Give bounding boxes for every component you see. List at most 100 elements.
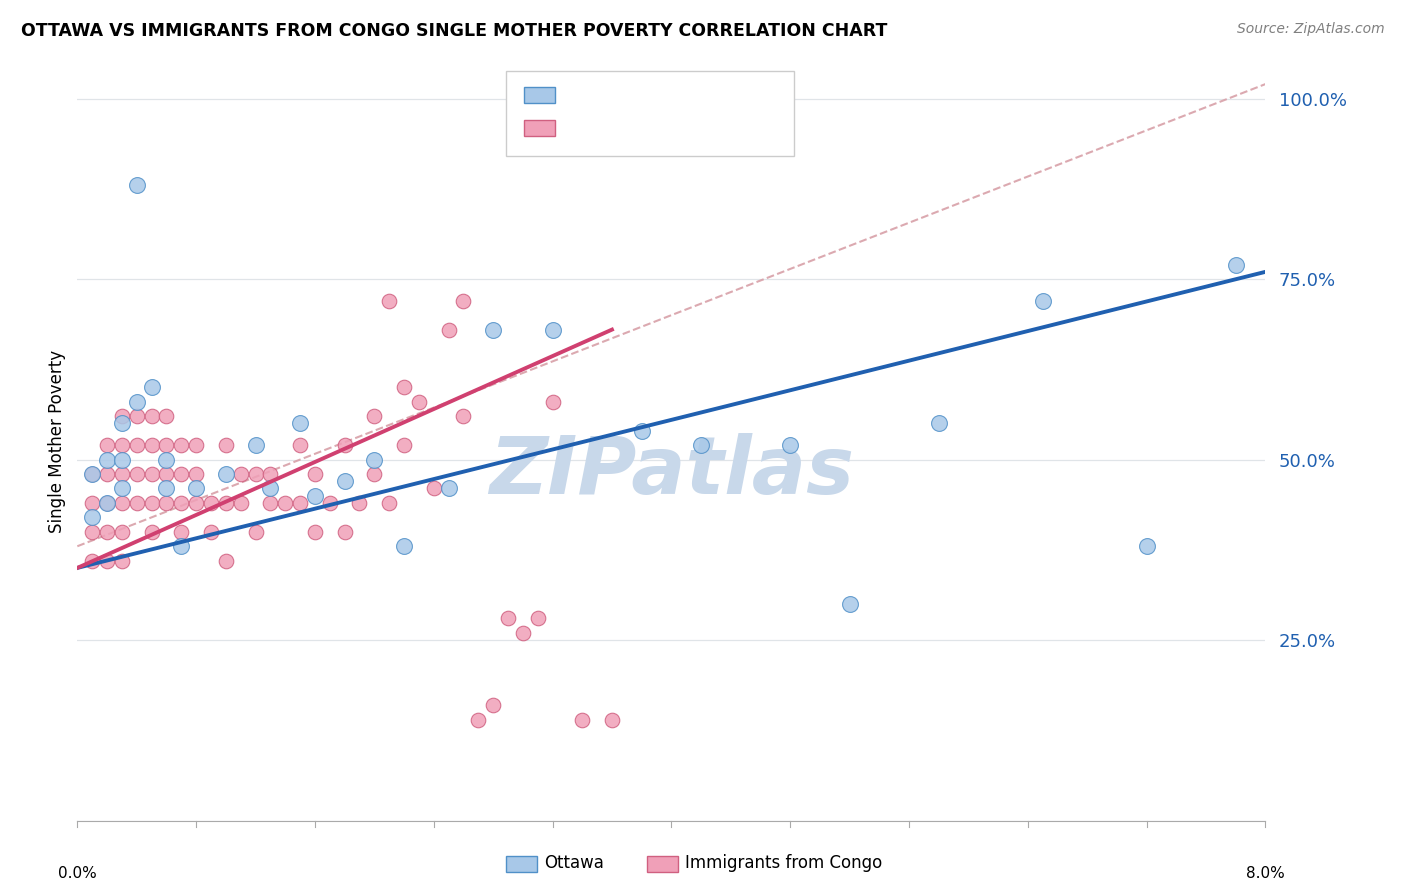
- Point: [155, 496, 177, 510]
- Point: [245, 438, 267, 452]
- Point: [155, 452, 177, 467]
- Point: [259, 496, 281, 510]
- Point: [690, 438, 713, 452]
- Text: R =: R =: [564, 119, 603, 136]
- Point: [467, 713, 489, 727]
- Point: [838, 597, 860, 611]
- Point: [96, 554, 118, 568]
- Point: [186, 482, 208, 496]
- Point: [111, 524, 134, 539]
- Text: 0.422: 0.422: [600, 87, 657, 104]
- Y-axis label: Single Mother Poverty: Single Mother Poverty: [48, 350, 66, 533]
- Point: [82, 524, 104, 539]
- Point: [229, 496, 252, 510]
- Point: [82, 467, 104, 481]
- Point: [1136, 539, 1159, 553]
- Point: [392, 438, 415, 452]
- Point: [378, 293, 401, 308]
- Point: [229, 467, 252, 481]
- Point: [363, 467, 385, 481]
- Point: [96, 452, 118, 467]
- Point: [453, 293, 475, 308]
- Point: [453, 409, 475, 424]
- Text: OTTAWA VS IMMIGRANTS FROM CONGO SINGLE MOTHER POVERTY CORRELATION CHART: OTTAWA VS IMMIGRANTS FROM CONGO SINGLE M…: [21, 22, 887, 40]
- Point: [482, 698, 505, 712]
- Point: [571, 713, 593, 727]
- Point: [215, 438, 238, 452]
- Text: 74: 74: [710, 119, 735, 136]
- Point: [170, 524, 193, 539]
- Text: N =: N =: [657, 119, 709, 136]
- Text: 0.472: 0.472: [600, 119, 657, 136]
- Text: 33: 33: [710, 87, 735, 104]
- Point: [304, 524, 326, 539]
- Point: [541, 323, 564, 337]
- Point: [111, 554, 134, 568]
- Point: [333, 475, 356, 489]
- Point: [82, 510, 104, 524]
- Point: [170, 438, 193, 452]
- Point: [111, 409, 134, 424]
- Point: [245, 467, 267, 481]
- Point: [496, 611, 519, 625]
- Point: [779, 438, 801, 452]
- Point: [333, 438, 356, 452]
- Point: [274, 496, 297, 510]
- Point: [437, 323, 460, 337]
- Point: [378, 496, 401, 510]
- Point: [482, 323, 505, 337]
- Point: [186, 467, 208, 481]
- Point: [349, 496, 371, 510]
- Point: [96, 438, 118, 452]
- Point: [96, 524, 118, 539]
- Point: [928, 417, 950, 431]
- Point: [125, 394, 148, 409]
- Point: [96, 467, 118, 481]
- Point: [186, 438, 208, 452]
- Point: [82, 467, 104, 481]
- Point: [170, 539, 193, 553]
- Point: [111, 452, 134, 467]
- Point: [111, 467, 134, 481]
- Point: [141, 438, 163, 452]
- Point: [1032, 293, 1054, 308]
- Point: [155, 482, 177, 496]
- Point: [363, 452, 385, 467]
- Point: [141, 467, 163, 481]
- Point: [437, 482, 460, 496]
- Text: R =: R =: [564, 87, 603, 104]
- Point: [82, 496, 104, 510]
- Point: [363, 409, 385, 424]
- Point: [141, 409, 163, 424]
- Point: [170, 496, 193, 510]
- Point: [423, 482, 446, 496]
- Point: [125, 467, 148, 481]
- Point: [125, 438, 148, 452]
- Text: Immigrants from Congo: Immigrants from Congo: [685, 855, 882, 872]
- Point: [392, 380, 415, 394]
- Text: Ottawa: Ottawa: [544, 855, 605, 872]
- Point: [125, 178, 148, 193]
- Point: [200, 496, 222, 510]
- Point: [155, 409, 177, 424]
- Point: [125, 496, 148, 510]
- Point: [333, 524, 356, 539]
- Text: N =: N =: [657, 87, 709, 104]
- Point: [141, 524, 163, 539]
- Point: [541, 394, 564, 409]
- Point: [1225, 258, 1247, 272]
- Point: [200, 524, 222, 539]
- Point: [111, 482, 134, 496]
- Text: 0.0%: 0.0%: [58, 866, 97, 881]
- Point: [82, 554, 104, 568]
- Point: [630, 424, 652, 438]
- Point: [215, 554, 238, 568]
- Point: [96, 496, 118, 510]
- Point: [111, 496, 134, 510]
- Text: 8.0%: 8.0%: [1246, 866, 1285, 881]
- Point: [170, 467, 193, 481]
- Point: [288, 496, 311, 510]
- Point: [125, 409, 148, 424]
- Point: [111, 417, 134, 431]
- Point: [155, 467, 177, 481]
